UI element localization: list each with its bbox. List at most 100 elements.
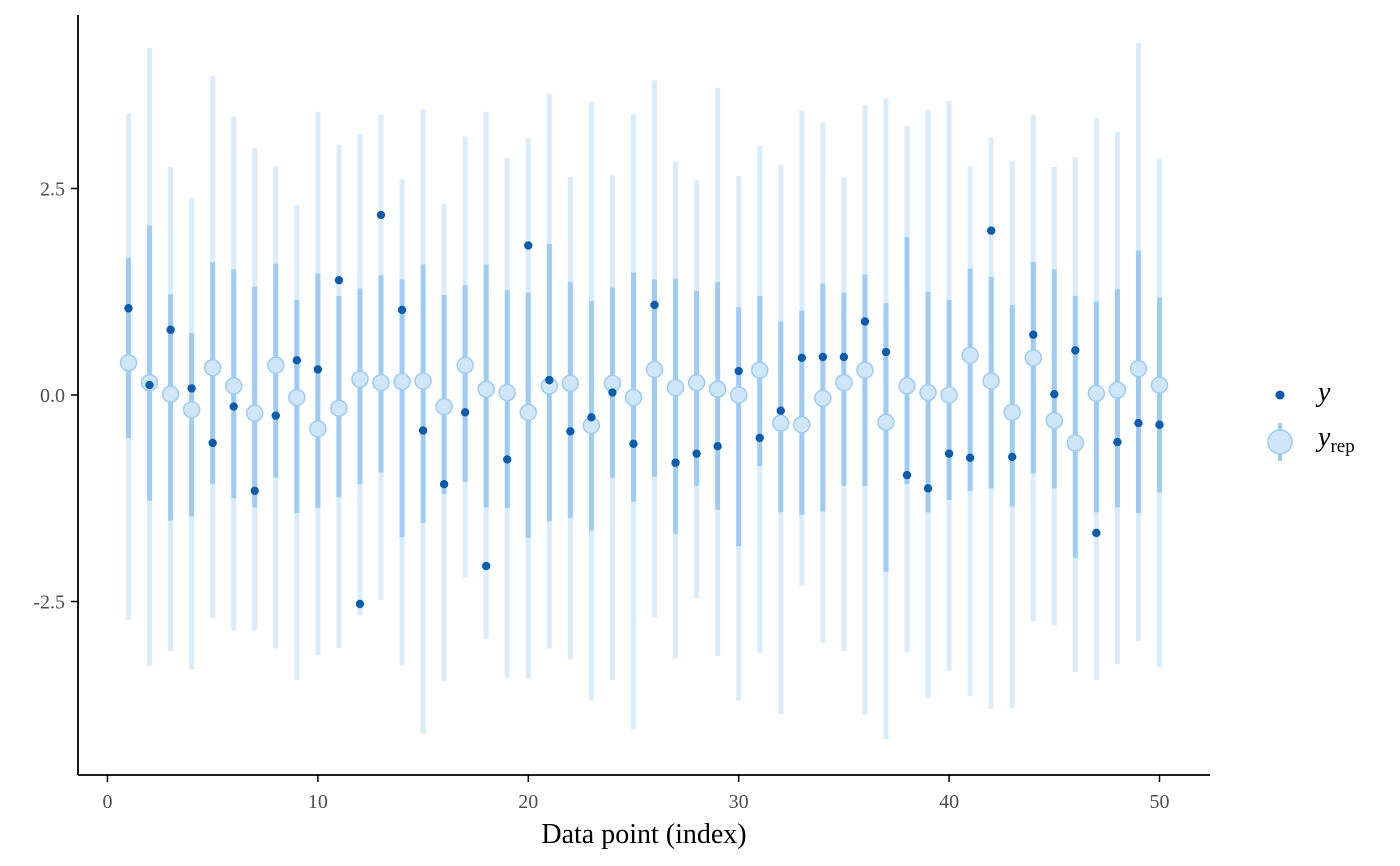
- yrep-median-point: [729, 386, 748, 404]
- y-point: [566, 427, 575, 436]
- y-point: [587, 413, 596, 422]
- y-point: [313, 365, 323, 374]
- y-point: [860, 317, 870, 326]
- y-point: [1113, 437, 1122, 447]
- y-point: [1092, 528, 1101, 538]
- y-point: [629, 439, 638, 448]
- y-point: [460, 408, 470, 417]
- y-point: [755, 433, 764, 443]
- yrep-median-point: [414, 372, 432, 390]
- x-axis-title: Data point (index): [541, 819, 746, 850]
- legend-yrep-label: yrep: [1315, 422, 1355, 457]
- y-point: [524, 241, 533, 250]
- y-point: [650, 300, 659, 310]
- y-point: [545, 375, 554, 385]
- y-point: [418, 426, 428, 435]
- yrep-median-point: [666, 378, 685, 397]
- y-point: [923, 484, 933, 493]
- yrep-median-point: [309, 420, 327, 438]
- y-point: [1050, 389, 1059, 399]
- y-tick-label: -2.5: [33, 592, 65, 614]
- y-point: [439, 480, 449, 489]
- y-point: [1029, 330, 1038, 339]
- yrep-median-point: [224, 377, 243, 395]
- y-point: [376, 210, 386, 220]
- yrep-median-point: [1150, 376, 1169, 394]
- yrep-median-point: [119, 354, 138, 372]
- legend-yrep-main: y: [1315, 422, 1331, 453]
- yrep-median-point: [898, 377, 916, 395]
- y-point: [355, 599, 365, 609]
- y-point: [250, 486, 259, 496]
- legend-yrep-subscript: rep: [1330, 436, 1354, 457]
- y-point: [1155, 420, 1164, 429]
- yrep-median-point: [877, 413, 895, 432]
- y-point: [608, 388, 617, 397]
- y-point: [334, 275, 344, 285]
- yrep-median-point: [203, 358, 222, 377]
- yrep-median-point: [1108, 381, 1127, 399]
- yrep-median-point: [793, 415, 811, 434]
- x-tick-label: 10: [308, 791, 328, 813]
- yrep-median-point: [687, 373, 706, 392]
- yrep-median-point: [245, 404, 264, 422]
- x-tick-label: 40: [939, 791, 959, 813]
- y-point: [292, 356, 302, 365]
- plot-marks: [119, 43, 1169, 740]
- yrep-median-point: [519, 403, 538, 422]
- legend-yrep-swatch: [1267, 429, 1293, 455]
- yrep-median-point: [1024, 349, 1043, 367]
- x-tick-label: 0: [102, 791, 112, 813]
- yrep-median-point: [182, 401, 201, 419]
- legend-y-swatch: [1275, 390, 1285, 400]
- yrep-median-point: [1045, 411, 1064, 430]
- y-tick-label: 2.5: [40, 178, 65, 200]
- yrep-median-point: [1066, 434, 1085, 452]
- y-point: [713, 442, 722, 451]
- y-point: [481, 561, 491, 571]
- yrep-median-point: [940, 386, 958, 404]
- yrep-median-point: [477, 380, 495, 398]
- y-point: [734, 366, 743, 376]
- x-tick-label: 50: [1150, 791, 1170, 813]
- yrep-median-point: [330, 399, 348, 417]
- y-point: [944, 449, 954, 458]
- yrep-median-point: [750, 361, 769, 379]
- yrep-median-point: [772, 414, 790, 432]
- yrep-median-point: [456, 356, 474, 375]
- y-point: [187, 384, 196, 393]
- y-point: [797, 353, 807, 363]
- yrep-median-point: [1003, 403, 1021, 422]
- y-point: [692, 449, 701, 458]
- yrep-median-point: [435, 397, 453, 416]
- y-point: [1008, 452, 1017, 462]
- x-tick-label: 20: [518, 791, 538, 813]
- y-point: [776, 406, 785, 415]
- yrep-median-point: [961, 346, 979, 365]
- x-tick-label: 30: [729, 791, 749, 813]
- y-point: [881, 347, 891, 357]
- y-point: [271, 411, 280, 420]
- y-point: [503, 455, 512, 464]
- yrep-median-point: [835, 373, 853, 392]
- y-point: [1071, 346, 1080, 355]
- y-point: [671, 458, 680, 467]
- yrep-median-point: [498, 383, 516, 402]
- x-axis-ticks: 0 10 20 30 40 50: [102, 775, 1170, 813]
- y-point: [986, 226, 996, 235]
- yrep-median-point: [372, 373, 390, 392]
- legend: y yrep: [1267, 377, 1355, 461]
- y-point: [145, 380, 154, 390]
- yrep-median-point: [645, 360, 664, 379]
- yrep-median-point: [624, 388, 643, 407]
- y-point: [839, 352, 849, 362]
- yrep-median-point: [351, 370, 369, 389]
- yrep-median-point: [708, 380, 727, 398]
- yrep-median-point: [161, 385, 180, 403]
- yrep-median-point: [982, 372, 1000, 390]
- yrep-median-point: [1129, 359, 1148, 378]
- y-point: [902, 470, 912, 480]
- legend-y-label: y: [1315, 377, 1331, 408]
- y-point: [397, 305, 407, 315]
